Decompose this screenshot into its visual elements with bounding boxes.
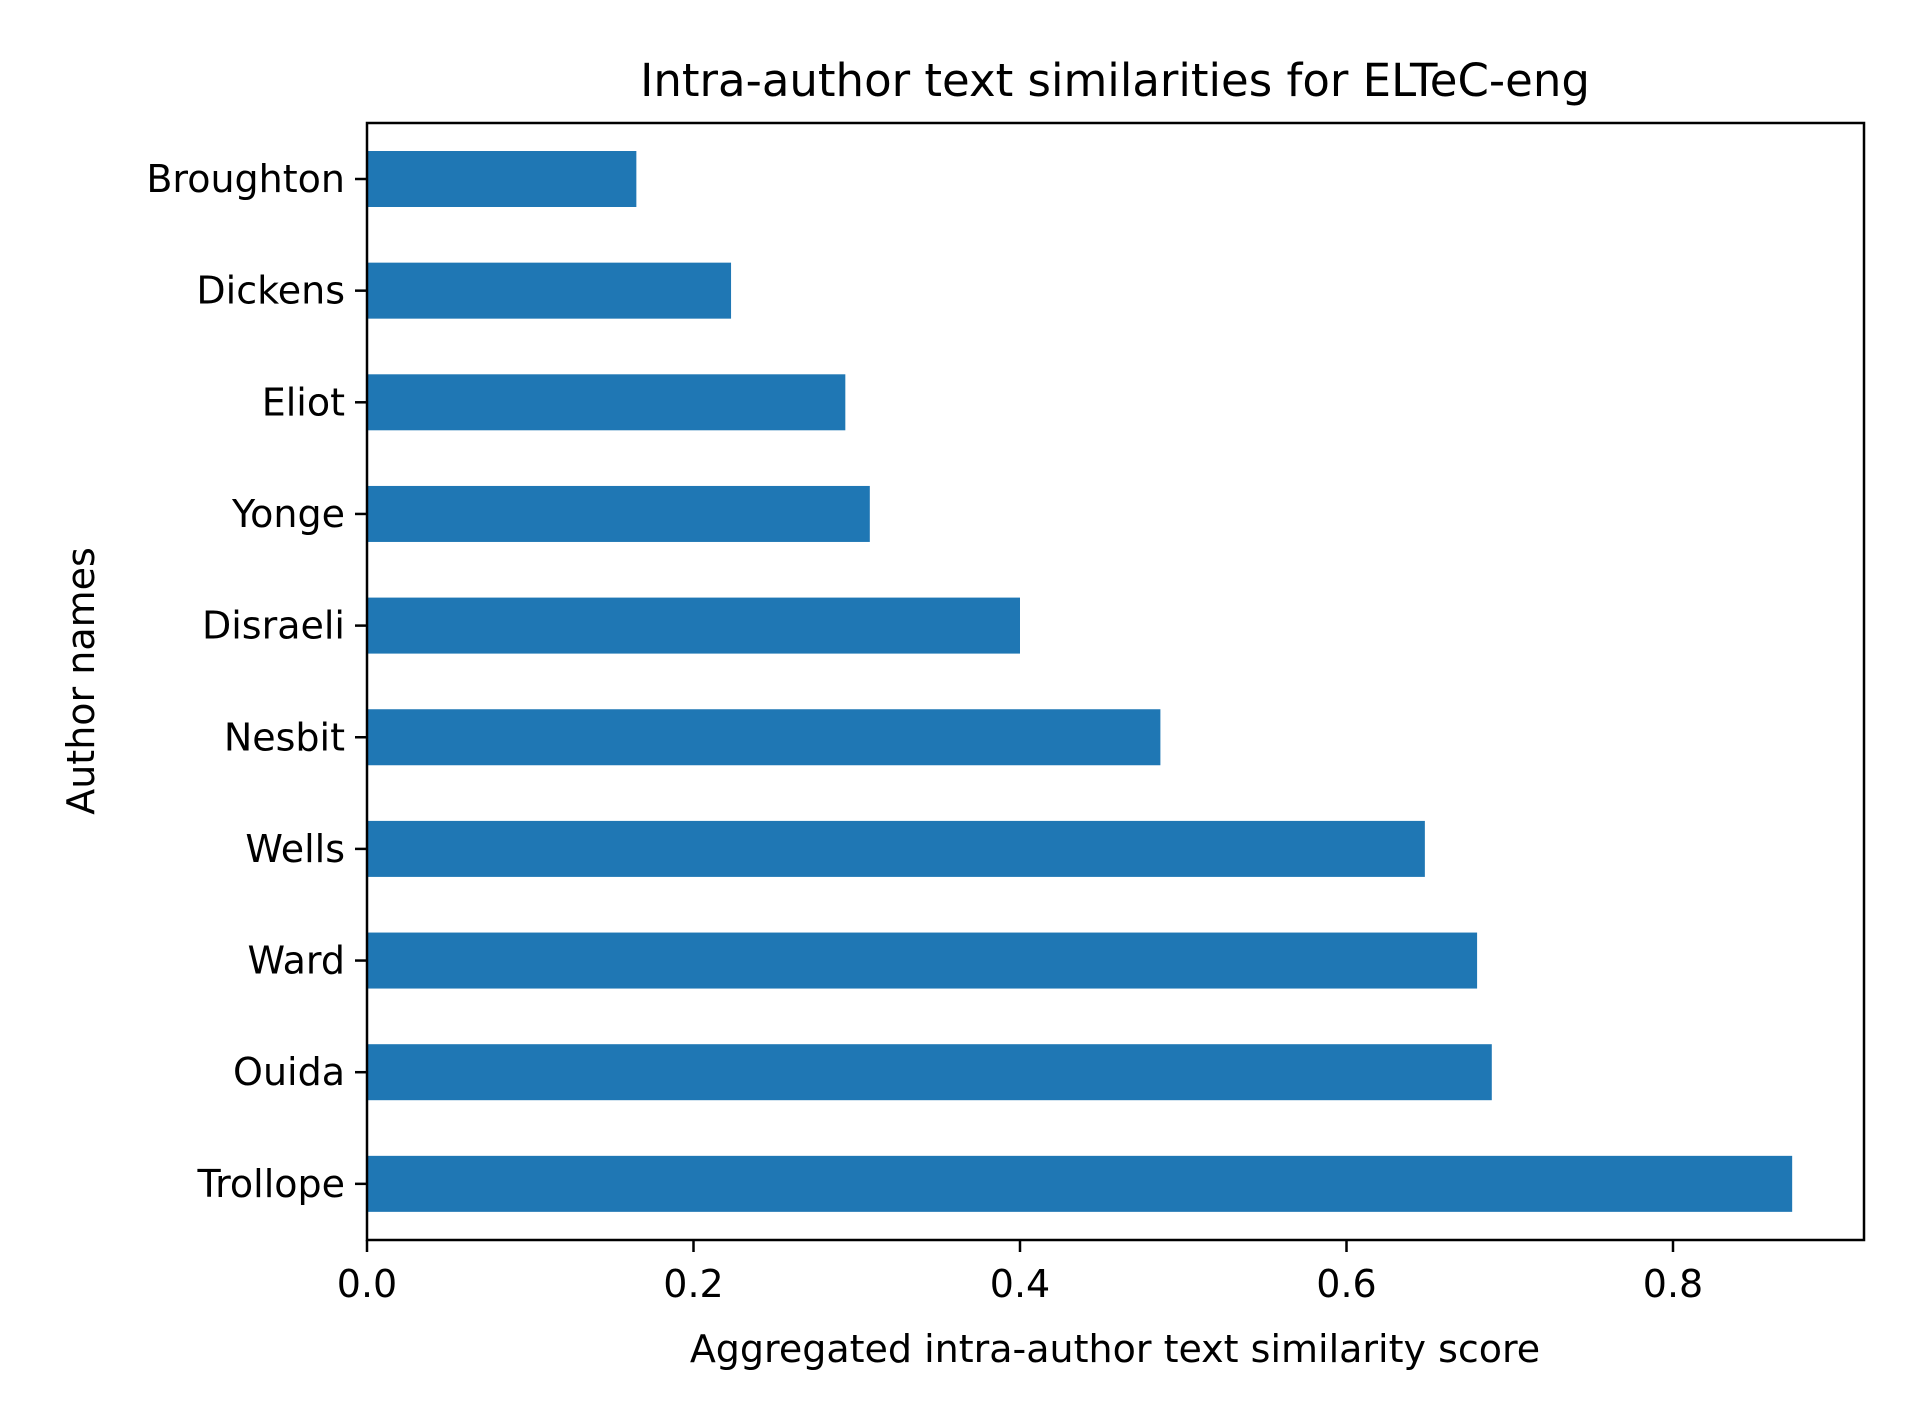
y-axis-label: Author names (59, 547, 103, 815)
y-tick-label: Eliot (262, 380, 345, 424)
bar-broughton (367, 151, 637, 207)
chart-title: Intra-author text similarities for ELTeC… (640, 54, 1590, 107)
y-tick-label: Nesbit (224, 715, 345, 759)
y-tick-label: Broughton (146, 157, 345, 201)
y-tick-label: Ward (247, 939, 345, 983)
x-ticks-group: 0.0 0.2 0.4 0.6 0.8 (337, 1240, 1703, 1306)
y-tick-label: Dickens (196, 269, 345, 313)
x-tick-label: 0.0 (337, 1262, 397, 1306)
bar-eliot (367, 374, 846, 431)
x-tick-label: 0.8 (1643, 1262, 1703, 1306)
bars-group (367, 151, 1793, 1212)
bar-ward (367, 932, 1478, 989)
bar-ouida (367, 1044, 1492, 1101)
plot-area-frame (365, 121, 1866, 1242)
bar-disraeli (367, 597, 1020, 654)
x-tick-label: 0.4 (990, 1262, 1050, 1306)
x-axis-label: Aggregated intra-author text similarity … (690, 1327, 1540, 1371)
y-tick-label: Disraeli (202, 604, 345, 648)
y-tick-label: Ouida (233, 1050, 345, 1094)
y-tick-label: Yonge (231, 492, 345, 536)
x-tick-label: 0.2 (663, 1262, 723, 1306)
x-tick-label: 0.6 (1316, 1262, 1376, 1306)
bar-nesbit (367, 709, 1161, 766)
bar-trollope (367, 1155, 1793, 1212)
y-tick-label: Wells (245, 827, 345, 871)
bar-yonge (367, 485, 870, 542)
y-ticks-group: Broughton Dickens Eliot Yonge Disraeli Nesbit… (146, 157, 367, 1206)
y-tick-label: Trollope (196, 1162, 345, 1206)
bar-wells (367, 820, 1425, 877)
bar-dickens (367, 262, 732, 319)
